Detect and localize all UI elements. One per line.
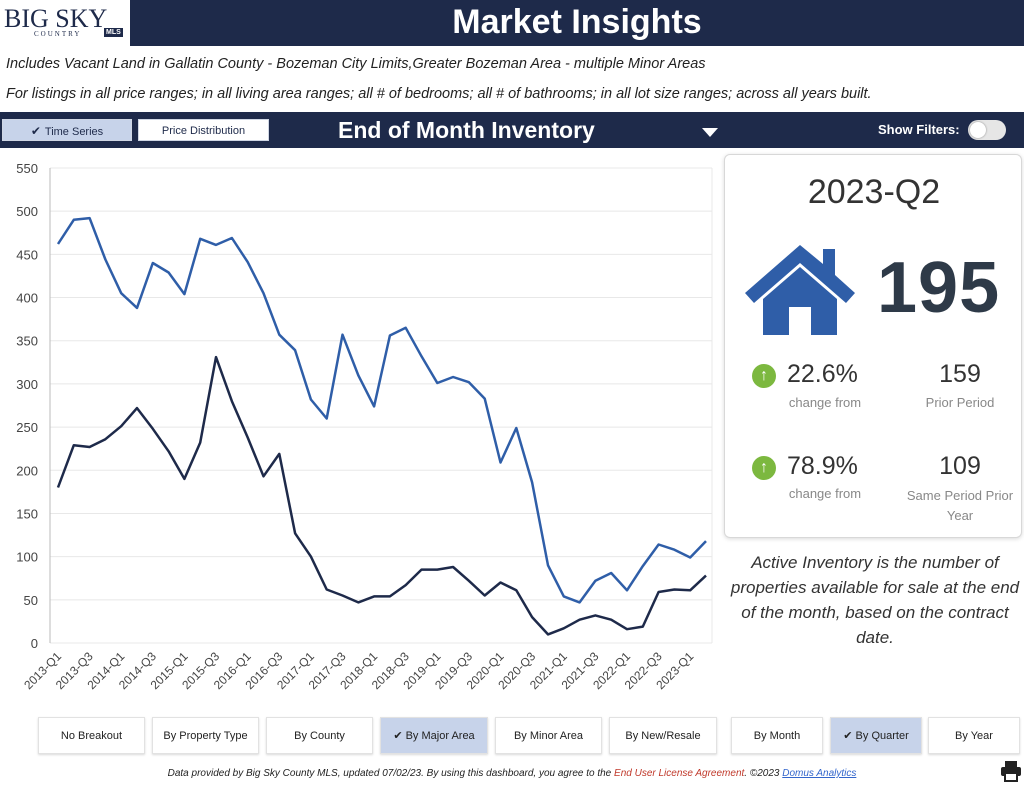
y-tick-label: 300 [16, 377, 38, 392]
prior-year-change-pct: 78.9% [787, 452, 858, 480]
checkmark-icon: ✔ [843, 730, 853, 742]
y-tick-label: 450 [16, 247, 38, 262]
metric-dropdown-label: End of Month Inventory [338, 117, 595, 143]
logo-subtext: COUNTRY [34, 30, 82, 38]
up-arrow-icon: ↑ [752, 364, 776, 388]
checkmark-icon: ✔ [30, 124, 41, 138]
y-tick-label: 250 [16, 420, 38, 435]
y-tick-label: 350 [16, 334, 38, 349]
period-label: 2023-Q2 [807, 173, 941, 211]
metric-description: Active Inventory is the number of proper… [730, 553, 1020, 647]
show-filters-label: Show Filters: [878, 122, 960, 137]
eula-link[interactable]: End User License Agreement [614, 768, 745, 779]
show-filters-toggle[interactable] [968, 120, 1006, 140]
y-tick-label: 200 [16, 463, 38, 478]
filter-summary-criteria: For listings in all price ranges; in all… [6, 86, 872, 102]
toggle-knob [970, 122, 986, 138]
by-month-button[interactable]: By Month [731, 717, 823, 754]
no-breakout-button[interactable]: No Breakout [38, 717, 145, 754]
chevron-down-icon [702, 128, 718, 137]
metric-dropdown[interactable]: End of Month Inventory [330, 114, 730, 146]
prior-period-change-caption: change from [788, 395, 862, 410]
y-tick-label: 400 [16, 291, 38, 306]
time-series-button[interactable]: ✔ Time Series [2, 119, 132, 141]
series-line-1 [56, 216, 707, 604]
domus-analytics-link[interactable]: Domus Analytics [782, 768, 857, 779]
by-property-type-button[interactable]: By Property Type [152, 717, 259, 754]
time-series-label: Time Series [44, 126, 104, 138]
logo: BIG SKY COUNTRY MLS [0, 0, 130, 46]
series-line-2 [56, 355, 707, 636]
logo-badge: MLS [104, 28, 123, 37]
by-major-area-label: By Major Area [405, 730, 475, 742]
y-tick-label: 550 [16, 161, 38, 176]
toolbar: ✔ Time Series Price Distribution End of M… [0, 112, 1024, 148]
prior-year-value: 109 [939, 452, 981, 480]
y-tick-label: 50 [24, 593, 38, 608]
house-icon [745, 245, 855, 335]
footer-copyright: . ©2023 [744, 768, 783, 779]
header-bar: BIG SKY COUNTRY MLS Market Insights [0, 0, 1024, 46]
summary-card: 2023-Q2 195 ↑ 22.6% change from 159 Prio… [724, 154, 1022, 538]
page-title: Market Insights [452, 3, 702, 41]
by-major-area-button[interactable]: ✔ By Major Area [380, 717, 488, 754]
prior-year-caption: Same Period Prior Year [906, 488, 1014, 523]
checkmark-icon: ✔ [393, 730, 403, 742]
prior-period-value: 159 [939, 360, 981, 388]
y-tick-label: 500 [16, 204, 38, 219]
filter-summary-area: Includes Vacant Land in Gallatin County … [6, 56, 706, 72]
prior-year-change-caption: change from [788, 486, 862, 501]
y-tick-label: 150 [16, 506, 38, 521]
breakout-bar: No Breakout By Property Type By County ✔… [0, 717, 1024, 755]
inventory-value: 195 [877, 248, 1001, 328]
printer-icon[interactable] [1000, 760, 1022, 782]
y-tick-label: 100 [16, 550, 38, 565]
by-minor-area-button[interactable]: By Minor Area [495, 717, 602, 754]
prior-period-caption: Prior Period [925, 395, 995, 410]
price-distribution-button[interactable]: Price Distribution [138, 119, 269, 141]
y-tick-label: 0 [31, 636, 38, 651]
by-quarter-label: By Quarter [855, 730, 909, 742]
by-county-button[interactable]: By County [266, 717, 373, 754]
prior-period-change-pct: 22.6% [787, 360, 858, 388]
footer: Data provided by Big Sky County MLS, upd… [0, 768, 1024, 779]
footer-text: Data provided by Big Sky County MLS, upd… [167, 768, 615, 779]
by-new-resale-button[interactable]: By New/Resale [609, 717, 717, 754]
by-year-button[interactable]: By Year [928, 717, 1020, 754]
up-arrow-icon: ↑ [752, 456, 776, 480]
logo-text: BIG SKY [4, 4, 108, 33]
by-quarter-button[interactable]: ✔ By Quarter [830, 717, 922, 754]
inventory-line-chart: 0501001502002503003504004505005502013-Q1… [16, 161, 713, 692]
